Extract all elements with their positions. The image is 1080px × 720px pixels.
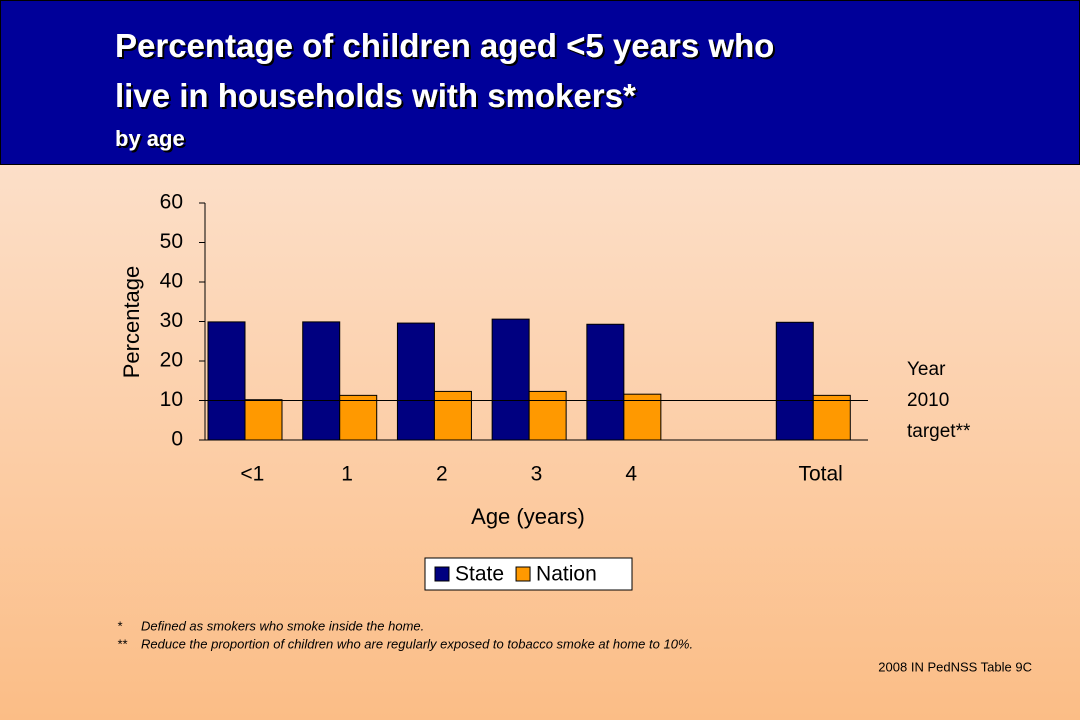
legend-label: Nation <box>536 563 597 586</box>
x-tick-label: 4 <box>625 463 637 486</box>
x-tick-label: <1 <box>240 463 264 486</box>
bar <box>396 322 435 441</box>
y-tick-label: 0 <box>171 428 183 451</box>
legend-swatch <box>434 566 450 582</box>
target-label: target** <box>907 421 971 442</box>
footnote-mark: * <box>117 618 123 633</box>
bar <box>775 321 814 441</box>
legend-box <box>424 557 633 591</box>
y-tick-label: 50 <box>160 230 183 253</box>
footnote-text: Reduce the proportion of children who ar… <box>141 636 693 651</box>
y-tick-label: 20 <box>160 349 183 372</box>
legend-swatch <box>515 566 531 582</box>
y-tick-label: 30 <box>160 309 183 332</box>
chart-subtitle: by age <box>115 126 185 151</box>
bar <box>812 394 851 441</box>
target-label: Year <box>907 359 946 380</box>
x-tick-label: Total <box>798 463 842 486</box>
x-tick-label: 1 <box>341 463 353 486</box>
source: 2008 IN PedNSS Table 9C <box>878 659 1032 674</box>
x-tick-label: 2 <box>436 463 448 486</box>
title-line: Percentage of children aged <5 years who <box>115 27 774 64</box>
y-tick-label: 10 <box>160 388 183 411</box>
footnote-text: Defined as smokers who smoke inside the … <box>141 618 424 633</box>
y-axis-label: Percentage <box>119 266 144 379</box>
y-tick-label: 40 <box>160 270 183 293</box>
bar <box>433 390 472 441</box>
chart-title: Percentage of children aged <5 years who… <box>115 27 784 114</box>
bar <box>491 318 530 441</box>
title-line: live in households with smokers* <box>115 77 636 114</box>
title-band <box>0 0 1080 165</box>
y-tick-label: 60 <box>160 191 183 214</box>
bar <box>528 390 567 441</box>
bar <box>586 323 625 441</box>
bar <box>623 393 662 441</box>
footnotes: * Defined as smokers who smoke inside the… <box>117 618 693 651</box>
target-label: 2010 <box>907 390 949 411</box>
bar <box>207 321 246 441</box>
footnote-mark: ** <box>117 636 128 651</box>
x-axis-label: Age (years) <box>471 504 585 529</box>
x-tick-label: 3 <box>531 463 543 486</box>
bar <box>302 321 341 441</box>
bar <box>339 394 378 441</box>
legend-label: State <box>455 563 504 586</box>
title-group: Percentage of children aged <5 years who… <box>115 27 784 151</box>
bar <box>244 399 283 441</box>
